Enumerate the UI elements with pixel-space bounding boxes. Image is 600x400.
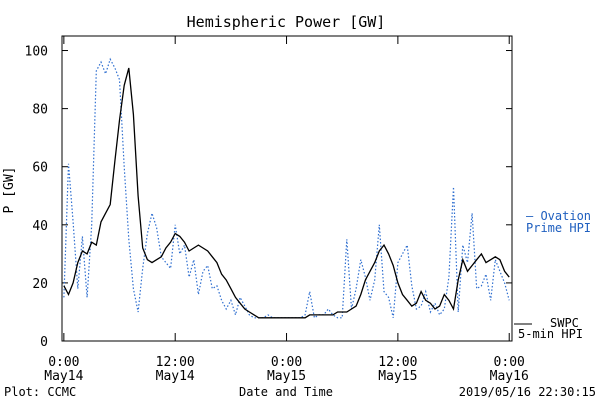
ovation-prime-series-line (63, 57, 510, 319)
x-axis-label: Date and Time (239, 385, 333, 399)
x-tick-date-label: May14 (44, 369, 83, 384)
swpc-series-line (63, 67, 510, 319)
y-tick-label: 0 (40, 335, 48, 350)
y-axis-ticks: 0 20 40 60 80 100 (25, 45, 512, 350)
legend-swpc-label-line2: 5-min HPI (518, 327, 583, 341)
y-tick-label: 40 (32, 219, 48, 234)
legend-ovation-label-line2: Prime HPI (526, 221, 591, 235)
legend-swpc-label: SWPC (550, 316, 579, 330)
x-tick-time-label: 0:00 (48, 355, 79, 370)
footer-plot-source: Plot: CCMC (4, 385, 76, 399)
x-tick-time-label: 12:00 (378, 355, 417, 370)
y-axis-label: P [GW] (2, 167, 17, 214)
x-tick-date-label: May15 (267, 369, 306, 384)
x-tick-time-label: 12:00 (156, 355, 195, 370)
x-tick-time-label: 0:00 (494, 355, 525, 370)
footer-timestamp: 2019/05/16 22:30:15 (459, 385, 596, 399)
x-tick-date-label: May14 (156, 369, 195, 384)
x-axis-ticks: 0:00May1412:00May140:00May1512:00May150:… (44, 36, 529, 384)
y-tick-label: 20 (32, 277, 48, 292)
y-tick-label: 60 (32, 161, 48, 176)
y-tick-label: 80 (32, 103, 48, 118)
legend-ovation-label: — Ovation (526, 209, 591, 223)
x-tick-date-label: May16 (490, 369, 529, 384)
x-tick-time-label: 0:00 (271, 355, 302, 370)
chart-title: Hemispheric Power [GW] (187, 13, 386, 31)
x-tick-date-label: May15 (378, 369, 417, 384)
y-tick-label: 100 (25, 45, 48, 60)
